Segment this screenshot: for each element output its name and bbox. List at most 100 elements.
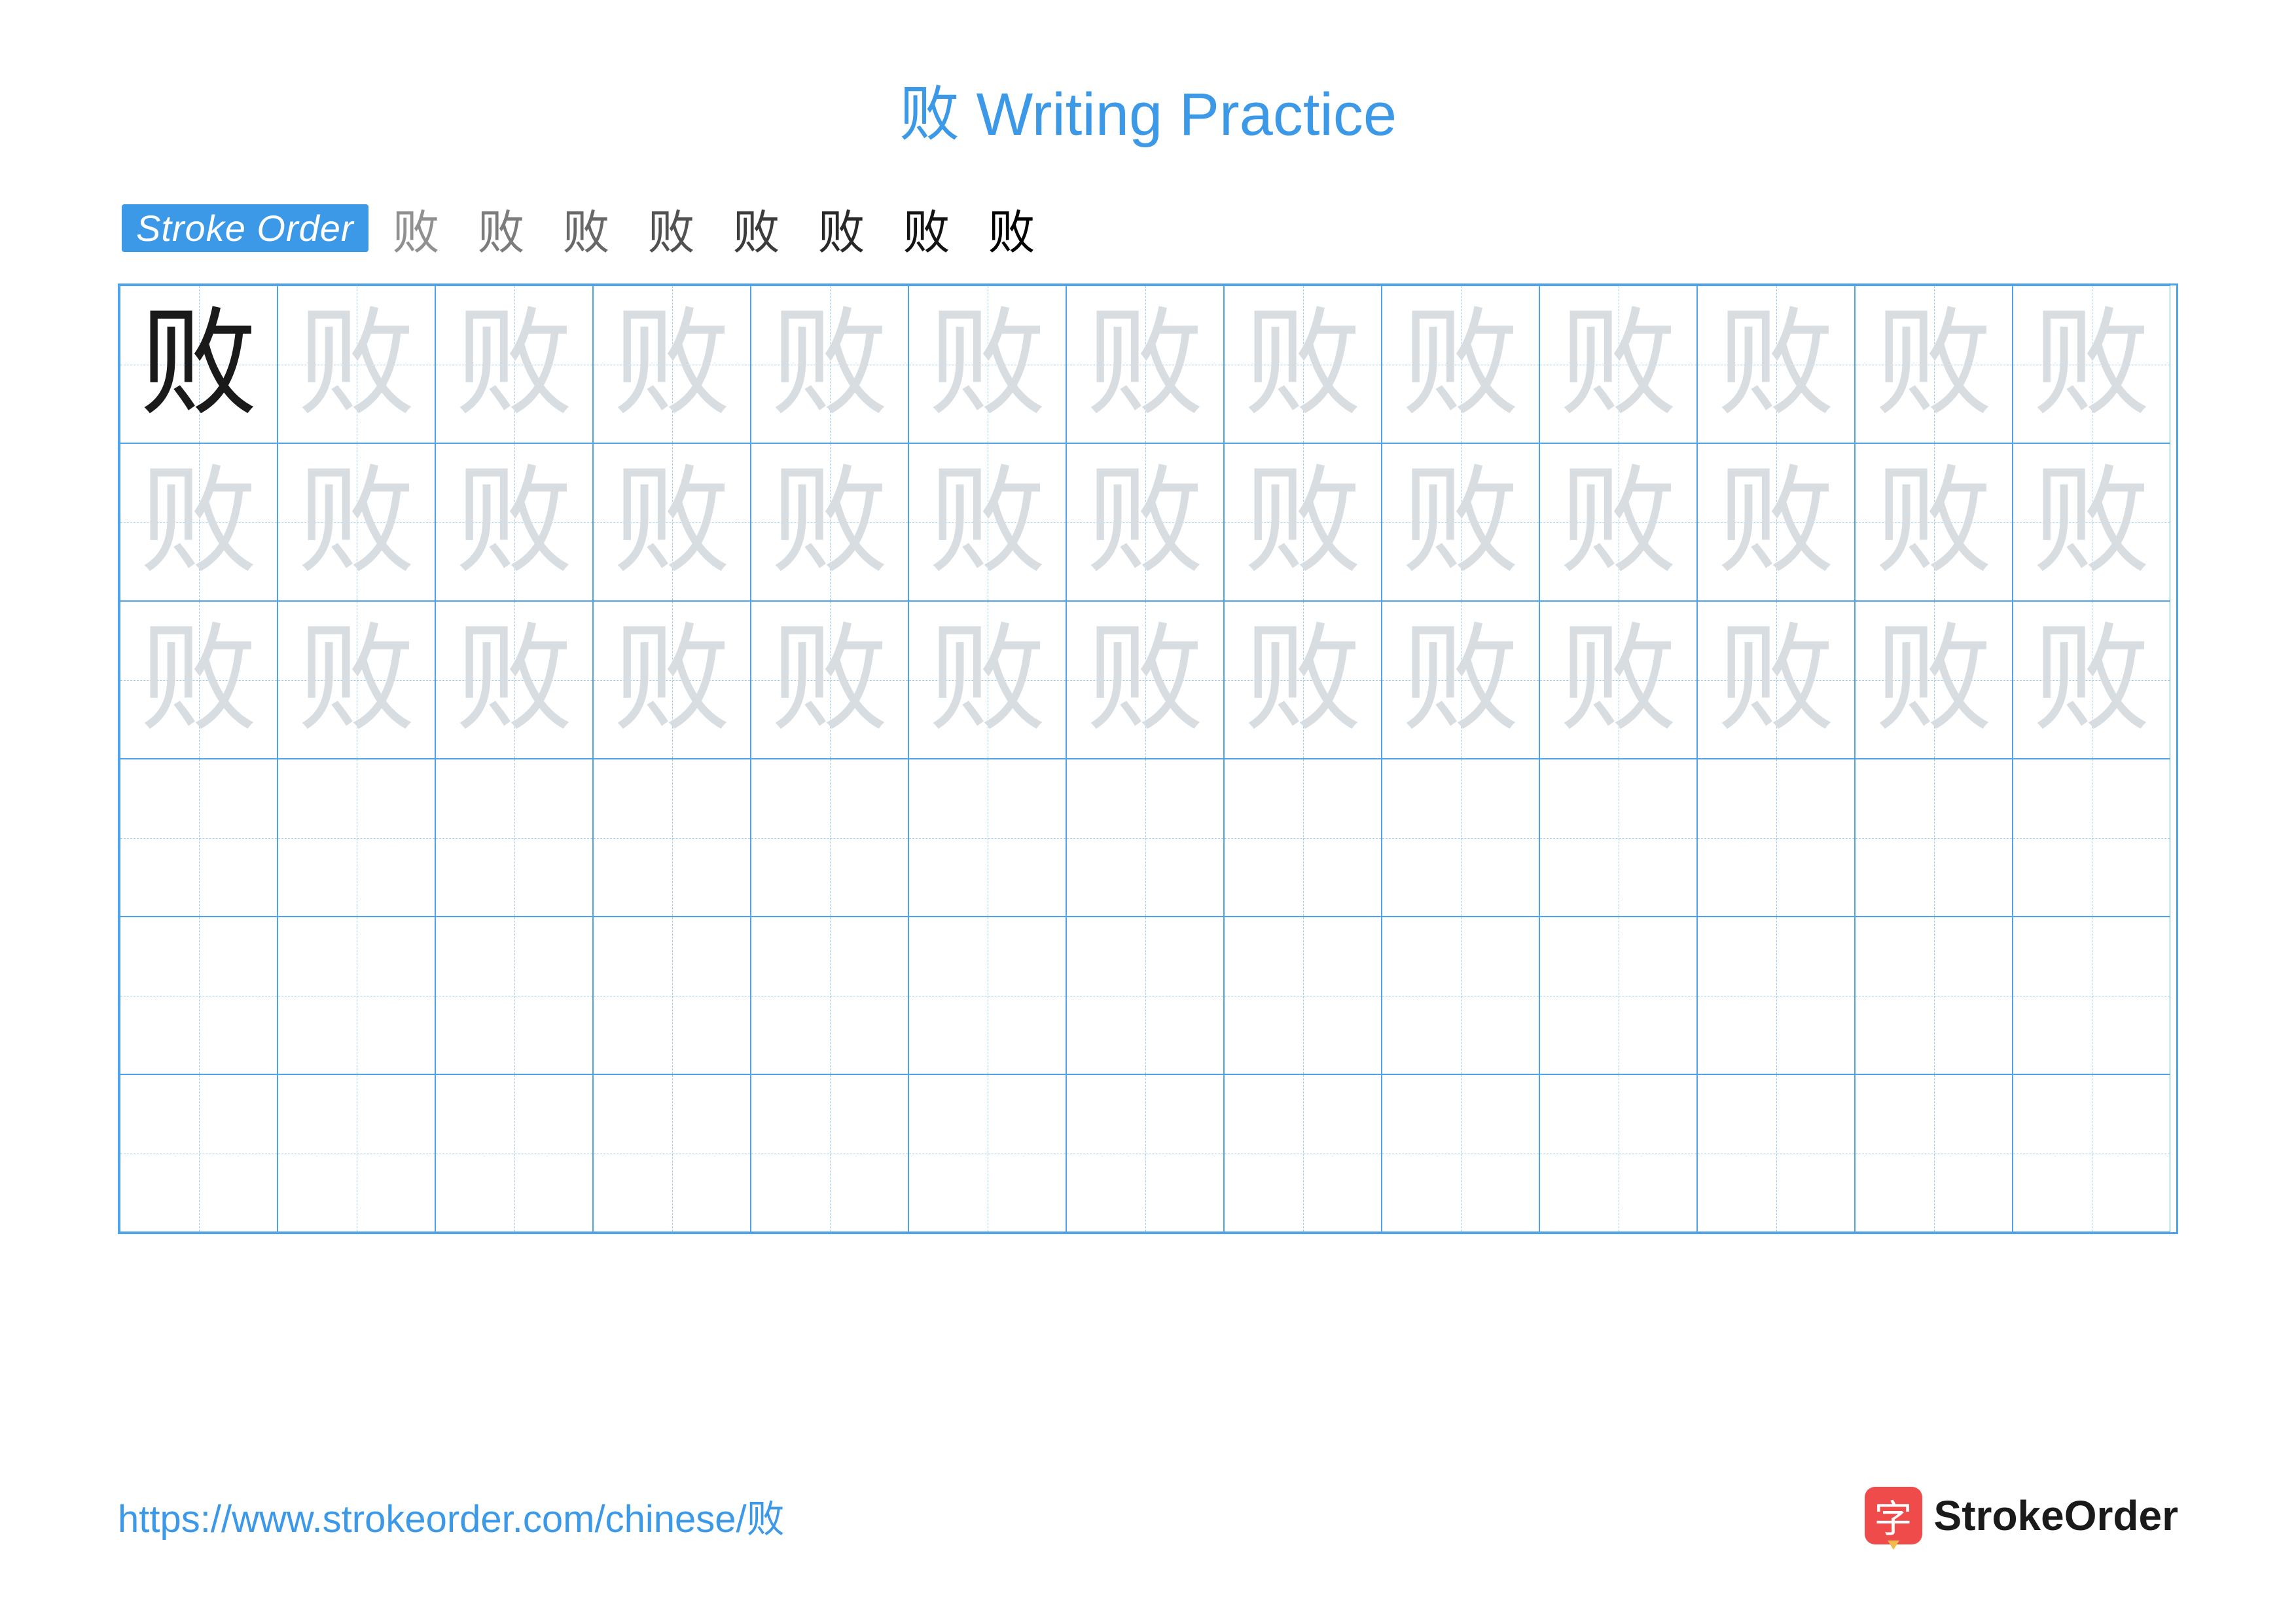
practice-grid: 败败败败败败败败败败败败败败败败败败败败败败败败败败败败败败败败败败败败败败败 — [118, 283, 2178, 1234]
practice-char: 败 — [1874, 306, 1992, 424]
grid-cell — [593, 917, 751, 1074]
stroke-step: 败 — [472, 198, 531, 257]
grid-cell: 败 — [1539, 443, 1697, 601]
grid-cell: 败 — [120, 601, 278, 759]
grid-cell — [1697, 1074, 1855, 1232]
grid-cell: 败 — [435, 443, 593, 601]
practice-char: 败 — [455, 621, 573, 739]
grid-cell — [1224, 917, 1382, 1074]
grid-cell — [1855, 1074, 2013, 1232]
stroke-step: 败 — [387, 198, 446, 257]
practice-char: 败 — [928, 621, 1046, 739]
grid-cell — [751, 1074, 908, 1232]
practice-char: 败 — [928, 464, 1046, 581]
grid-cell: 败 — [593, 601, 751, 759]
logo-badge-icon: 字 — [1865, 1487, 1922, 1544]
grid-cell: 败 — [751, 443, 908, 601]
practice-char: 败 — [297, 464, 415, 581]
practice-char: 败 — [770, 464, 888, 581]
grid-cell — [593, 759, 751, 917]
practice-char: 败 — [613, 464, 730, 581]
grid-cell — [435, 917, 593, 1074]
practice-char: 败 — [1717, 306, 1835, 424]
grid-cell: 败 — [278, 285, 435, 443]
grid-cell — [1697, 917, 1855, 1074]
grid-cell: 败 — [1224, 443, 1382, 601]
practice-char: 败 — [1874, 464, 1992, 581]
practice-char: 败 — [1874, 621, 1992, 739]
grid-cell: 败 — [1382, 601, 1539, 759]
grid-cell: 败 — [908, 443, 1066, 601]
grid-cell: 败 — [1382, 285, 1539, 443]
grid-cell — [1382, 759, 1539, 917]
grid-cell — [1066, 917, 1224, 1074]
grid-cell — [1539, 1074, 1697, 1232]
practice-char: 败 — [1086, 306, 1204, 424]
grid-cell: 败 — [278, 601, 435, 759]
practice-char: 败 — [455, 306, 573, 424]
practice-char: 败 — [1086, 621, 1204, 739]
grid-cell: 败 — [1224, 601, 1382, 759]
stroke-steps-container: 败败败败败败败败 — [387, 198, 1041, 257]
grid-cell — [908, 917, 1066, 1074]
grid-cell: 败 — [278, 443, 435, 601]
practice-char: 败 — [1086, 464, 1204, 581]
grid-cell — [278, 917, 435, 1074]
stroke-order-badge: Stroke Order — [122, 204, 368, 252]
grid-cell: 败 — [1697, 443, 1855, 601]
practice-char: 败 — [770, 621, 888, 739]
stroke-step: 败 — [727, 198, 786, 257]
grid-cell: 败 — [2013, 601, 2170, 759]
logo: 字 StrokeOrder — [1865, 1487, 2178, 1544]
grid-cell — [1224, 759, 1382, 917]
grid-cell: 败 — [1224, 285, 1382, 443]
grid-cell: 败 — [908, 285, 1066, 443]
grid-cell — [1855, 759, 2013, 917]
practice-char: 败 — [1717, 464, 1835, 581]
grid-cell: 败 — [1855, 285, 2013, 443]
grid-cell: 败 — [2013, 443, 2170, 601]
grid-cell — [1539, 917, 1697, 1074]
practice-char: 败 — [928, 306, 1046, 424]
practice-char: 败 — [770, 306, 888, 424]
practice-char: 败 — [1717, 621, 1835, 739]
source-url-link[interactable]: https://www.strokeorder.com/chinese/败 — [118, 1488, 785, 1543]
grid-cell — [1855, 917, 2013, 1074]
grid-cell: 败 — [1697, 285, 1855, 443]
grid-cell: 败 — [1539, 601, 1697, 759]
grid-cell: 败 — [1066, 285, 1224, 443]
grid-cell: 败 — [435, 601, 593, 759]
stroke-step: 败 — [812, 198, 871, 257]
grid-cell: 败 — [1855, 601, 2013, 759]
grid-cell — [1697, 759, 1855, 917]
stroke-step: 败 — [982, 198, 1041, 257]
practice-char: 败 — [1244, 464, 1361, 581]
grid-cell — [120, 759, 278, 917]
practice-char: 败 — [297, 306, 415, 424]
grid-cell: 败 — [751, 601, 908, 759]
practice-char: 败 — [1559, 464, 1677, 581]
stroke-order-row: Stroke Order 败败败败败败败败 — [118, 198, 2178, 257]
grid-cell: 败 — [2013, 285, 2170, 443]
grid-cell — [1382, 917, 1539, 1074]
grid-cell — [2013, 1074, 2170, 1232]
grid-cell: 败 — [593, 443, 751, 601]
grid-cell — [435, 1074, 593, 1232]
grid-cell — [435, 759, 593, 917]
grid-cell: 败 — [1855, 443, 2013, 601]
grid-cell: 败 — [120, 285, 278, 443]
grid-cell — [1539, 759, 1697, 917]
grid-cell: 败 — [435, 285, 593, 443]
practice-char: 败 — [2032, 306, 2150, 424]
grid-cell — [751, 917, 908, 1074]
grid-cell — [1066, 759, 1224, 917]
grid-cell: 败 — [1382, 443, 1539, 601]
grid-cell — [1382, 1074, 1539, 1232]
practice-char: 败 — [297, 621, 415, 739]
grid-cell — [120, 917, 278, 1074]
grid-cell — [1066, 1074, 1224, 1232]
page-title: 败 Writing Practice — [118, 65, 2178, 153]
grid-cell — [120, 1074, 278, 1232]
stroke-step: 败 — [642, 198, 701, 257]
practice-char: 败 — [2032, 621, 2150, 739]
